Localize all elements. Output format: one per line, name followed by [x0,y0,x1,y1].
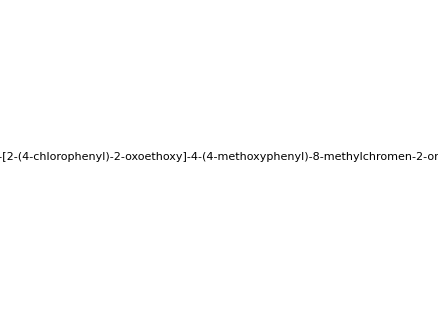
Text: 7-[2-(4-chlorophenyl)-2-oxoethoxy]-4-(4-methoxyphenyl)-8-methylchromen-2-one: 7-[2-(4-chlorophenyl)-2-oxoethoxy]-4-(4-… [0,151,438,162]
